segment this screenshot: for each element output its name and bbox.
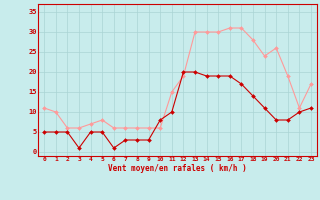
X-axis label: Vent moyen/en rafales ( km/h ): Vent moyen/en rafales ( km/h ) (108, 164, 247, 173)
